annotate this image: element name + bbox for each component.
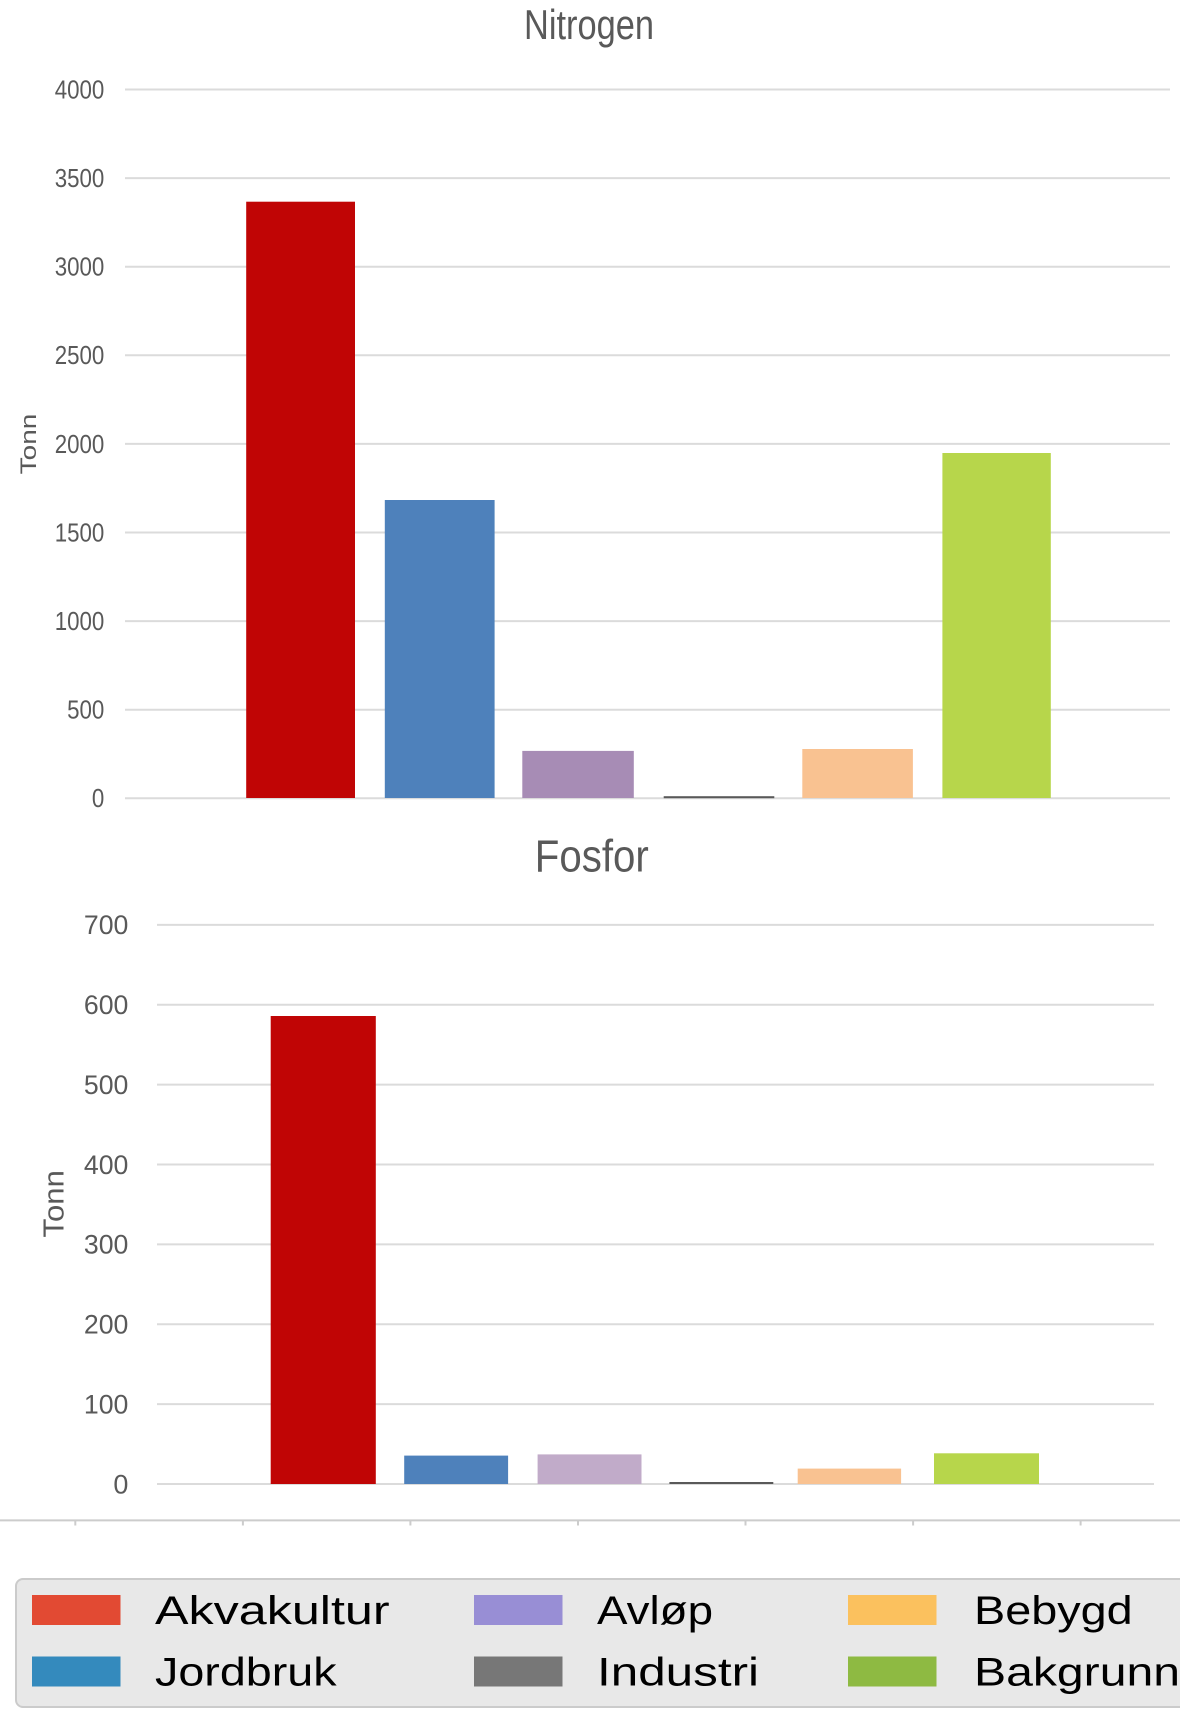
svg-text:Jordbruk: Jordbruk	[155, 1651, 338, 1695]
svg-text:700: 700	[84, 910, 129, 940]
svg-text:Tonn: Tonn	[16, 414, 41, 475]
svg-text:Tonn: Tonn	[39, 1170, 71, 1238]
svg-text:500: 500	[67, 695, 104, 725]
svg-text:Bakgrunn: Bakgrunn	[974, 1651, 1180, 1695]
svg-text:Industri: Industri	[597, 1651, 759, 1695]
svg-text:600: 600	[84, 990, 129, 1020]
svg-text:1000: 1000	[55, 606, 105, 636]
svg-text:200: 200	[84, 1310, 129, 1340]
svg-text:400: 400	[84, 1150, 129, 1180]
svg-text:Nitrogen: Nitrogen	[524, 1, 654, 48]
svg-text:1500: 1500	[55, 517, 105, 547]
svg-text:Avløp: Avløp	[597, 1589, 713, 1633]
svg-text:0: 0	[113, 1469, 128, 1499]
svg-text:Akvakultur: Akvakultur	[155, 1589, 390, 1633]
svg-text:100: 100	[84, 1389, 129, 1419]
svg-text:4000: 4000	[55, 74, 105, 104]
svg-text:500: 500	[84, 1070, 129, 1100]
svg-text:3000: 3000	[55, 252, 105, 282]
svg-text:Bebygd: Bebygd	[974, 1589, 1133, 1633]
svg-text:300: 300	[84, 1230, 129, 1260]
svg-text:2500: 2500	[55, 340, 105, 370]
svg-text:Fosfor: Fosfor	[535, 831, 649, 882]
svg-text:2000: 2000	[55, 429, 105, 459]
svg-text:3500: 3500	[55, 163, 105, 193]
svg-text:0: 0	[92, 783, 104, 813]
